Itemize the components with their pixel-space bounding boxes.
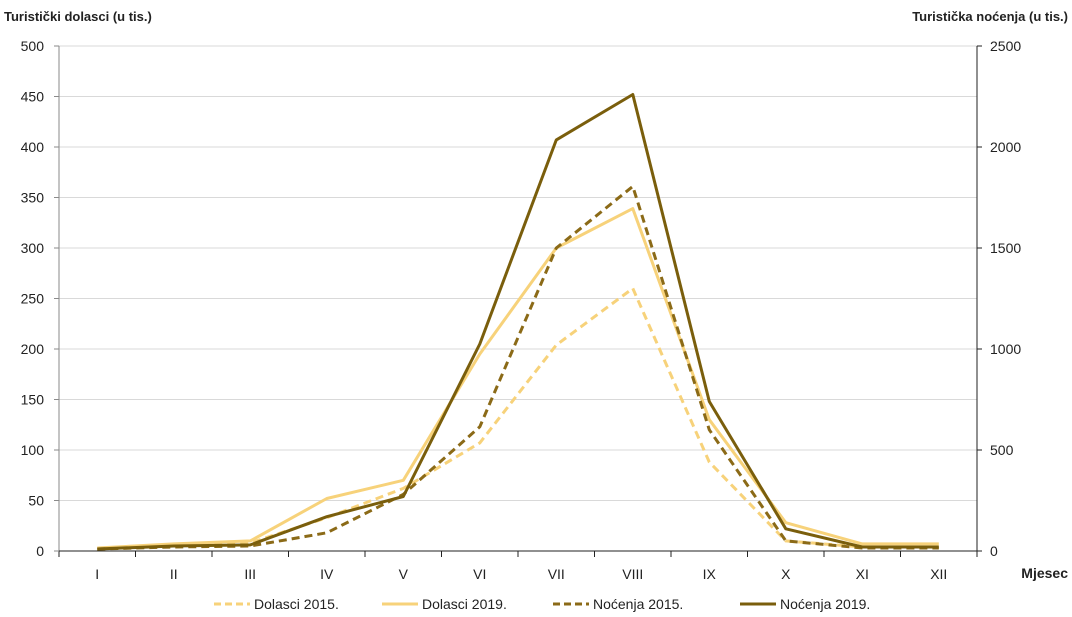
legend-label-2: Noćenja 2015. <box>593 596 683 612</box>
legend: Dolasci 2015. Dolasci 2019. Noćenja 2015. N… <box>214 596 870 612</box>
right-tick-label: 1500 <box>990 240 1021 256</box>
legend-label-1: Dolasci 2019. <box>422 596 507 612</box>
x-tick-label: X <box>781 566 791 582</box>
left-tick-label: 300 <box>21 240 45 256</box>
left-tick-label: 250 <box>21 291 45 307</box>
left-y-tick-labels: 0 50 100 150 200 250 300 350 400 450 500 <box>21 38 59 559</box>
x-tick-label: V <box>399 566 409 582</box>
left-tick-label: 450 <box>21 89 45 105</box>
legend-label-3: Noćenja 2019. <box>780 596 870 612</box>
left-axis-title: Turistički dolasci (u tis.) <box>4 9 152 24</box>
left-tick-label: 500 <box>21 38 45 54</box>
left-tick-label: 200 <box>21 341 45 357</box>
x-axis-title: Mjesec <box>1021 565 1068 581</box>
left-tick-label: 150 <box>21 392 45 408</box>
left-tick-label: 100 <box>21 442 45 458</box>
x-tick-label: VII <box>548 566 565 582</box>
x-tick-label: VIII <box>622 566 643 582</box>
right-tick-label: 2500 <box>990 38 1021 54</box>
right-tick-label: 2000 <box>990 139 1021 155</box>
right-tick-label: 1000 <box>990 341 1021 357</box>
right-y-tick-labels: 0 500 1000 1500 2000 2500 <box>977 38 1021 559</box>
legend-label-0: Dolasci 2015. <box>254 596 339 612</box>
x-tick-label: XI <box>856 566 869 582</box>
x-tick-label: III <box>244 566 256 582</box>
series-line-0 <box>97 286 939 551</box>
left-tick-label: 0 <box>36 543 44 559</box>
left-tick-label: 400 <box>21 139 45 155</box>
x-tick-label: I <box>95 566 99 582</box>
x-tick-label: IV <box>320 566 334 582</box>
right-tick-label: 0 <box>990 543 998 559</box>
x-axis-ticks: I II III IV V VI VII VIII IX X XI XII <box>58 551 978 582</box>
x-tick-label: IX <box>703 566 717 582</box>
x-tick-label: VI <box>473 566 486 582</box>
x-tick-label: XII <box>930 566 947 582</box>
series-lines <box>97 93 939 551</box>
series-line-1 <box>97 207 939 550</box>
x-tick-label: II <box>170 566 178 582</box>
gridlines <box>59 45 977 501</box>
series-line-3 <box>97 93 939 551</box>
right-axis-title: Turistička noćenja (u tis.) <box>912 9 1068 24</box>
left-tick-label: 350 <box>21 190 45 206</box>
right-tick-label: 500 <box>990 442 1014 458</box>
left-tick-label: 50 <box>28 493 44 509</box>
